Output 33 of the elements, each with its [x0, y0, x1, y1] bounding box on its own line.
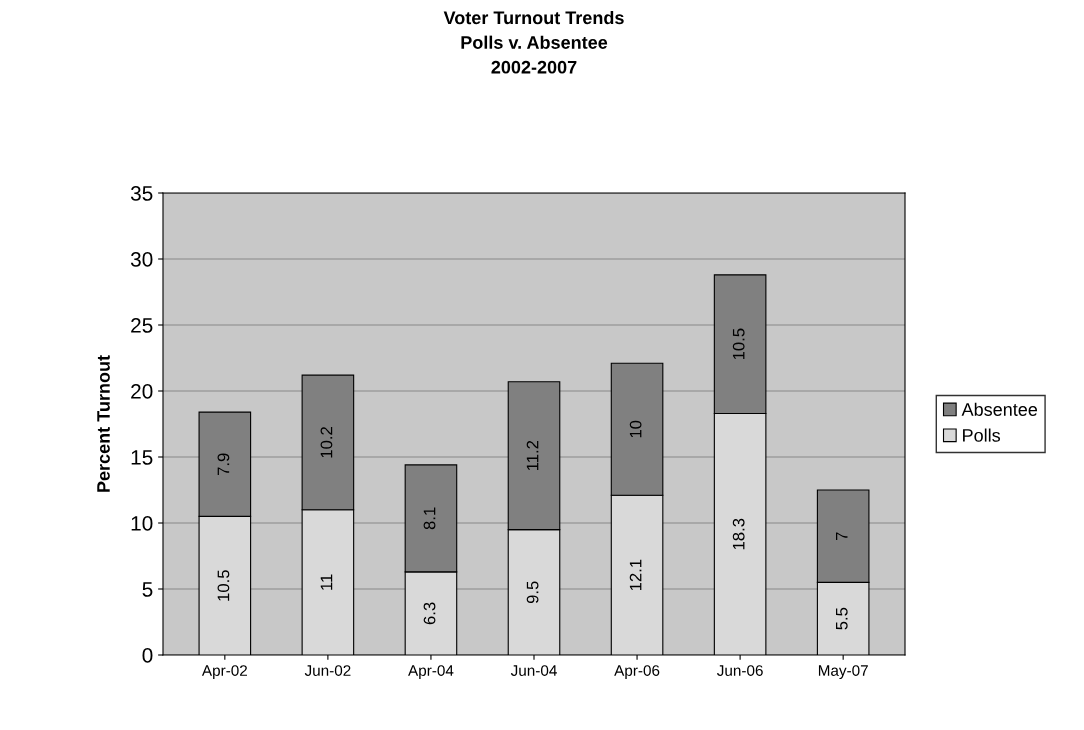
data-label: 10: [629, 420, 642, 438]
legend-label: Polls: [963, 428, 1001, 442]
legend-label: Absentee: [961, 402, 1038, 416]
y-tick-label: 10: [131, 516, 153, 531]
data-label: 7: [836, 532, 848, 540]
y-tick-label: 30: [130, 252, 153, 267]
data-label: 10.2: [320, 427, 333, 458]
data-label: 6.3: [423, 602, 436, 625]
data-label: 18.3: [732, 518, 745, 550]
y-tick-label: 35: [130, 186, 153, 201]
x-tick-label: Apr-04: [408, 665, 454, 679]
data-label: 10.5: [217, 570, 230, 601]
data-label: 11: [320, 574, 333, 590]
y-tick-label: 25: [131, 318, 153, 333]
x-tick-label: Jun-04: [510, 665, 557, 676]
data-label: 5.5: [836, 607, 848, 630]
x-tick-label: Jun-02: [304, 665, 351, 676]
data-label: 7.9: [217, 453, 230, 475]
x-tick-label: Apr-02: [201, 665, 247, 679]
y-tick-label: 0: [142, 648, 153, 663]
y-axis-title: Percent Turnout: [97, 355, 110, 492]
y-tick-label: 20: [131, 384, 153, 399]
x-tick-label: Jun-06: [717, 665, 763, 676]
data-label: 12.1: [629, 559, 642, 591]
y-tick-label: 15: [131, 450, 153, 465]
data-label: 10.5: [732, 328, 745, 360]
data-label: 8.1: [423, 507, 436, 530]
data-label: 11.2: [526, 440, 539, 471]
data-label: 9.5: [526, 581, 539, 604]
x-tick-label: May-07: [818, 665, 868, 679]
y-tick-label: 5: [142, 582, 153, 597]
x-tick-label: Apr-06: [614, 665, 660, 679]
chart-title: Voter Turnout Trends Polls v. Absentee 2002-2007: [443, 10, 624, 74]
